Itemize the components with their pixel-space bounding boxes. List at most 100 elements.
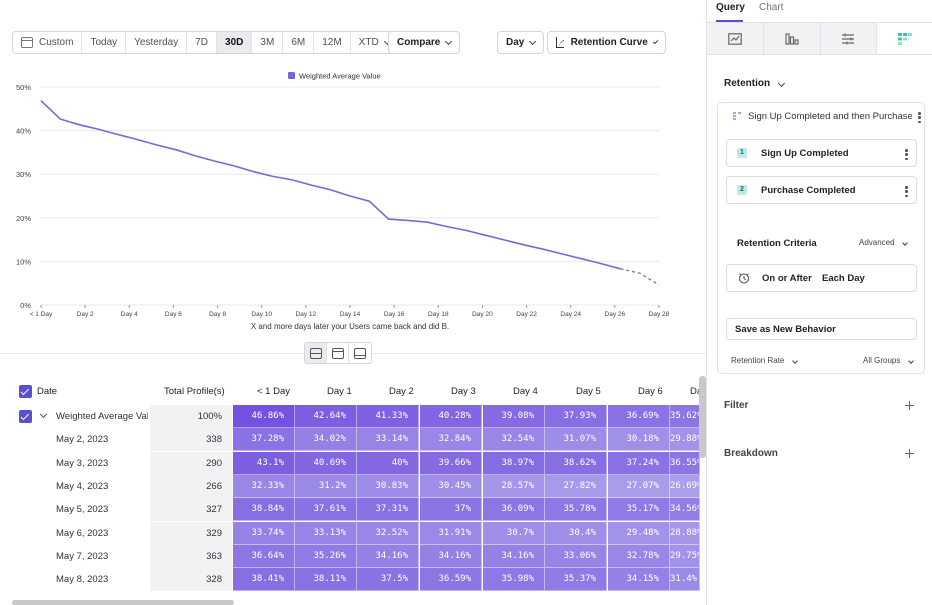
retention-cell[interactable]: 38.62% — [545, 451, 607, 475]
sequence-label[interactable]: Sign Up Completed and then Purchase Comp… — [748, 111, 912, 122]
retention-cell[interactable]: 35.78% — [545, 498, 607, 522]
more-icon[interactable] — [918, 112, 921, 123]
retention-cell[interactable]: 40% — [357, 451, 419, 475]
table-row-average[interactable]: Weighted Average Value100%46.86%42.64%41… — [0, 405, 700, 428]
retention-cell[interactable]: 31.4% — [670, 568, 700, 592]
retention-cell[interactable]: 38.41% — [233, 568, 295, 592]
retention-cell[interactable]: 32.78% — [608, 544, 670, 568]
retention-cell[interactable]: 35.37% — [545, 568, 607, 592]
retention-cell[interactable]: 39.08% — [483, 405, 545, 428]
range-custom[interactable]: Custom — [13, 32, 83, 53]
more-icon[interactable] — [905, 186, 908, 197]
row-checkbox[interactable] — [19, 410, 32, 423]
retention-cell[interactable]: 37.5% — [357, 568, 419, 592]
retention-cell[interactable]: 41.33% — [357, 405, 419, 428]
retention-cell[interactable]: 30.83% — [357, 474, 419, 498]
more-icon[interactable] — [905, 149, 908, 160]
range-yesterday[interactable]: Yesterday — [126, 32, 188, 53]
retention-type-button[interactable] — [877, 23, 932, 54]
retention-cell[interactable]: 26.69% — [670, 474, 700, 498]
header-day[interactable]: Day 3 — [451, 386, 476, 397]
header-day[interactable]: Day 4 — [513, 386, 538, 397]
retention-cell[interactable]: 33.74% — [233, 521, 295, 545]
retention-cell[interactable]: 34.15% — [608, 568, 670, 592]
retention-cell[interactable]: 34.16% — [483, 544, 545, 568]
retention-cell[interactable]: 37.31% — [357, 498, 419, 522]
chart-mode-dropdown[interactable]: Retention Curve — [547, 31, 666, 54]
header-day[interactable]: Day 5 — [576, 386, 601, 397]
retention-cell[interactable]: 32.33% — [233, 474, 295, 498]
vertical-scrollbar[interactable] — [699, 376, 706, 458]
range-today[interactable]: Today — [82, 32, 127, 53]
step-1[interactable]: 1 Sign Up Completed — [726, 139, 917, 167]
retention-cell[interactable]: 32.52% — [357, 521, 419, 545]
retention-cell[interactable]: 29.88% — [670, 428, 700, 452]
funnel-type-button[interactable] — [764, 23, 821, 54]
retention-cell[interactable]: 33.13% — [295, 521, 357, 545]
table-row[interactable]: May 6, 2023 329 33.74% 33.13% 32.52% 31.91% 30… — [0, 521, 700, 545]
view-table-button[interactable] — [349, 343, 371, 363]
view-split-button[interactable] — [305, 343, 327, 363]
table-row[interactable]: May 2, 2023 338 37.28% 34.02% 33.14% 32.84% 32… — [0, 428, 700, 452]
retention-cell[interactable]: 34.02% — [295, 428, 357, 452]
chart-legend[interactable]: Weighted Average Value — [288, 72, 381, 81]
retention-cell[interactable]: 37.28% — [233, 428, 295, 452]
tab-query[interactable]: Query — [716, 2, 745, 13]
retention-cell[interactable]: 36.59% — [420, 568, 482, 592]
header-day[interactable]: Day 1 — [327, 386, 352, 397]
range-7d[interactable]: 7D — [187, 32, 218, 53]
series-line-weighted-average[interactable] — [40, 100, 621, 270]
retention-cell[interactable]: 38.11% — [295, 568, 357, 592]
header-day[interactable]: < 1 Day — [257, 386, 291, 397]
retention-cell[interactable]: 30.7% — [483, 521, 545, 545]
retention-cell[interactable]: 34.56% — [670, 498, 700, 522]
retention-cell[interactable]: 37.24% — [608, 451, 670, 475]
retention-cell[interactable]: 36.55% — [670, 451, 700, 475]
range-xtd[interactable]: XTD — [350, 32, 398, 53]
retention-cell[interactable]: 27.07% — [608, 474, 670, 498]
retention-cell[interactable]: 33.14% — [357, 428, 419, 452]
flows-type-button[interactable] — [821, 23, 878, 54]
retention-cell[interactable]: 29.75% — [670, 544, 700, 568]
select-all-checkbox[interactable] — [19, 385, 32, 398]
chevron-down-icon[interactable] — [39, 410, 48, 419]
range-12m[interactable]: 12M — [314, 32, 351, 53]
add-filter-icon[interactable] — [905, 401, 914, 410]
groups-dropdown[interactable]: All Groups — [863, 356, 914, 365]
retention-cell[interactable]: 37.93% — [545, 405, 607, 428]
retention-rate-dropdown[interactable]: Retention Rate — [731, 356, 798, 365]
retention-cell[interactable]: 32.84% — [420, 428, 482, 452]
horizontal-scrollbar[interactable] — [12, 600, 234, 605]
retention-cell[interactable]: 43.1% — [233, 451, 295, 475]
range-6m[interactable]: 6M — [283, 32, 315, 53]
retention-cell[interactable]: 37.61% — [295, 498, 357, 522]
retention-cell[interactable]: 36.69% — [608, 405, 670, 428]
retention-cell[interactable]: 38.97% — [483, 451, 545, 475]
table-row[interactable]: May 5, 2023 327 38.84% 37.61% 37.31% 37% 36.09… — [0, 498, 700, 522]
tab-chart[interactable]: Chart — [759, 2, 784, 13]
view-chart-button[interactable] — [327, 343, 349, 363]
header-day[interactable]: Day 6 — [638, 386, 663, 397]
retention-cell[interactable]: 36.09% — [483, 498, 545, 522]
retention-cell[interactable]: 35.98% — [483, 568, 545, 592]
retention-cell[interactable]: 38.84% — [233, 498, 295, 522]
insight-type-button[interactable] — [707, 23, 764, 54]
step-2[interactable]: 2 Purchase Completed — [726, 176, 917, 204]
retention-cell[interactable]: 30.45% — [420, 474, 482, 498]
retention-cell[interactable]: 42.64% — [295, 405, 357, 428]
header-date[interactable]: Date — [37, 386, 58, 397]
retention-cell[interactable]: 34.16% — [357, 544, 419, 568]
save-as-new-behavior-button[interactable]: Save as New Behavior — [726, 318, 917, 340]
table-row[interactable]: May 4, 2023 266 32.33% 31.2% 30.83% 30.45% 28.… — [0, 474, 700, 498]
retention-cell[interactable]: 30.18% — [608, 428, 670, 452]
retention-cell[interactable]: 28.88% — [670, 521, 700, 545]
retention-cell[interactable]: 35.17% — [608, 498, 670, 522]
retention-cell[interactable]: 37% — [420, 498, 482, 522]
compare-button[interactable]: Compare — [388, 31, 461, 54]
range-3m[interactable]: 3M — [252, 32, 284, 53]
criteria-on-or-after[interactable]: On or After — [762, 273, 812, 284]
advanced-toggle[interactable]: Advanced — [859, 238, 908, 247]
criteria-selector[interactable]: On or After Each Day — [726, 264, 917, 292]
criteria-each-day[interactable]: Each Day — [822, 273, 865, 284]
table-row[interactable]: May 7, 2023 363 36.64% 35.26% 34.16% 34.16% 34… — [0, 544, 700, 568]
